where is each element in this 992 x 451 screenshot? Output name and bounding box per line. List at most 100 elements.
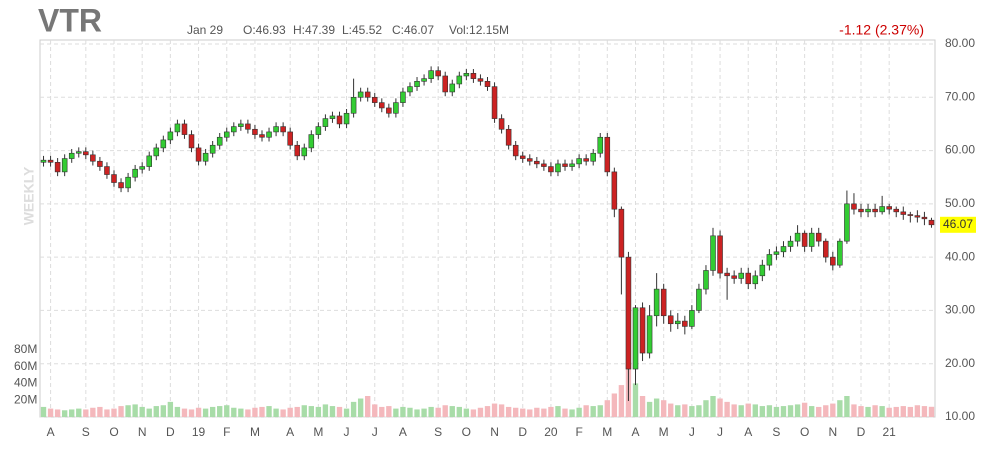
candle-body [188,134,195,149]
volume-bar [69,409,75,417]
candle-body [534,160,540,165]
candle-body [336,115,343,125]
volume-bar [301,405,307,417]
candle-body [858,208,864,213]
candle-body [386,107,392,114]
volume-bar [61,410,68,417]
volume-bar [449,406,455,417]
volume-bar [534,407,540,417]
candle-body [75,151,82,154]
candle-body [914,215,921,218]
volume-bar [639,396,646,417]
volume-bar [717,398,723,417]
candle-body [449,83,456,93]
candle-body [371,96,378,103]
volume-bar [379,406,385,417]
volume-bar [689,406,695,417]
candle-body [463,73,470,77]
volume-bar [513,407,519,417]
volume-bar [527,409,533,417]
candle-body [287,131,293,146]
volume-bar [273,408,279,417]
volume-bar [259,406,265,417]
volume-bar [498,404,505,417]
candle-body [428,70,434,79]
candle-body [604,136,611,173]
volume-bar [597,405,603,417]
volume-bar [188,409,195,417]
volume-bar [224,405,230,417]
volume-bar [675,405,681,417]
volume-bar [97,406,103,417]
candle-body [928,219,935,226]
volume-bar [823,405,829,417]
volume-bar [590,406,596,417]
candle-body [611,171,618,210]
candle-body [815,232,822,242]
header-high: H:47.39 [293,23,335,37]
candle-body [47,159,54,163]
volume-bar [816,406,822,417]
x-tick-label: N [138,425,147,439]
candle-body [329,115,336,119]
candle-body [61,158,68,173]
candle-body [752,275,759,285]
volume-bar [618,385,625,417]
candle-body [724,272,730,277]
volume-tick-label: 60M [14,359,37,373]
volume-bar [668,403,674,417]
candle-body [618,208,625,258]
candle-body [851,203,857,210]
volume-bar [745,403,751,417]
volume-bar [294,406,300,417]
candle-body [393,102,399,114]
candle-body [245,123,251,130]
volume-bar [231,407,237,417]
x-tick-label: F [223,425,230,439]
candle-body [710,235,716,271]
volume-bar [350,401,357,417]
candle-body [40,159,47,163]
volume-bar [217,406,223,417]
volume-bar [886,407,892,417]
volume-bar [921,406,928,417]
volume-bar [837,400,843,417]
candle-body [787,240,794,247]
volume-bar [541,408,547,417]
last-price-label: 46.07 [943,217,973,231]
volume-bar [611,393,618,417]
volume-bar [907,406,914,417]
candle-body [505,128,512,146]
volume-bar [703,400,709,417]
volume-bar [266,406,272,417]
volume-bar [710,396,716,417]
volume-bar [287,407,293,417]
symbol: VTR [38,2,102,38]
volume-bar [132,404,138,417]
volume-bar [125,405,131,417]
x-tick-label: A [631,425,639,439]
volume-bar [780,406,787,417]
volume-bar [865,406,871,417]
y-tick-label: 10.00 [945,409,975,423]
candle-body [216,136,223,146]
volume-bar [139,406,145,417]
candle-body [675,320,681,325]
x-tick-label: M [250,425,260,439]
volume-bar [195,407,202,417]
y-tick-label: 50.00 [945,196,975,210]
x-tick-label: D [518,425,527,439]
volume-bar [322,404,329,417]
volume-tick-label: 80M [14,342,37,356]
volume-bar [202,408,209,417]
x-tick-label: S [772,425,780,439]
candle-body [491,86,498,119]
volume-bar [83,409,89,417]
last-price-badge [940,216,976,233]
candle-body [801,232,808,247]
volume-bar [583,405,589,417]
volume-bar [491,403,498,417]
candle-body [667,315,674,325]
volume-bar [752,404,758,417]
x-tick-label: M [313,425,323,439]
